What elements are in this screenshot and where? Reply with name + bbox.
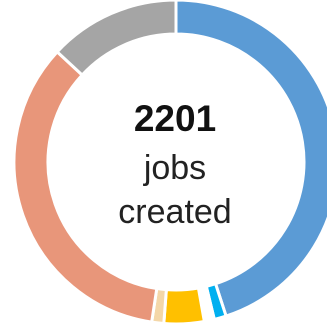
donut-slice-1	[174, 0, 327, 318]
center-value: 2201	[133, 98, 217, 139]
donut-slice-4	[162, 286, 207, 325]
center-label-line-1: jobs	[143, 149, 207, 187]
center-label-line-2: created	[118, 193, 232, 231]
donut-slice-7	[55, 0, 178, 78]
